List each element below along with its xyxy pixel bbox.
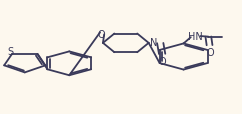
Text: O: O <box>158 57 166 67</box>
Text: O: O <box>98 30 105 40</box>
Text: O: O <box>207 48 214 58</box>
Text: N: N <box>150 38 157 48</box>
Text: HN: HN <box>188 32 203 42</box>
Text: S: S <box>7 47 13 57</box>
